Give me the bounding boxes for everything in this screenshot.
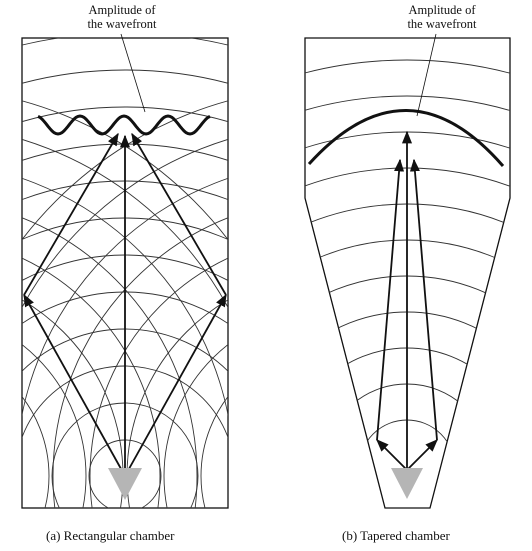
- rectangular-reflected-arc-right: [89, 257, 228, 508]
- panel-a-annotation-line-1: Amplitude of: [88, 3, 156, 17]
- rectangular-reflected-arc-left: [22, 217, 198, 508]
- rectangular-ray-left-back: [23, 132, 119, 296]
- tapered-ray-left-back: [376, 158, 405, 441]
- tapered-wavefront-amplitude-curve: [307, 109, 505, 167]
- tapered-wavefront-arc: [305, 311, 510, 508]
- rectangular-reflected-arc-left: [22, 139, 228, 309]
- rectangular-ray-left-out: [23, 293, 126, 477]
- rectangular-wavefront-arc: [22, 38, 228, 46]
- rectangular-reflected-arc-right: [22, 139, 228, 309]
- rectangular-reflected-arc-right: [126, 299, 228, 508]
- rectangular-wavefront-arc: [22, 69, 228, 84]
- panel-b-annotation-line-2: the wavefront: [407, 17, 477, 31]
- panel-a-caption: (a) Rectangular chamber: [46, 528, 175, 543]
- tapered-chamber-outline: [304, 37, 511, 509]
- rectangular-reflected-arc-left: [22, 343, 87, 508]
- rectangular-chamber-outline: [21, 37, 229, 509]
- tapered-ray-right-back: [409, 158, 438, 441]
- rectangular-ray-right-back: [131, 132, 227, 296]
- rectangular-reflected-arc-left: [22, 395, 50, 508]
- tapered-wavefront-arc: [305, 59, 510, 508]
- rectangular-wavefront-arc: [22, 106, 228, 123]
- tapered-ray-right-out: [406, 439, 438, 471]
- rectangular-annotation-leader: [120, 33, 146, 113]
- rectangular-ray-right-out: [124, 293, 227, 477]
- tapered-wavefront-arc: [305, 38, 510, 508]
- panel-a-annotation-line-2: the wavefront: [87, 17, 157, 31]
- tapered-wavefront-arc: [305, 275, 510, 508]
- panel-b-annotation-line-1: Amplitude of: [408, 3, 476, 17]
- rectangular-wavefront-arc: [22, 254, 228, 282]
- rectangular-reflected-arc-right: [200, 395, 228, 508]
- rectangular-wavefront-amplitude-curve: [37, 114, 211, 136]
- tapered-wavefront-arc: [305, 203, 510, 508]
- rectangular-reflected-arc-left: [22, 299, 124, 508]
- rectangular-source-triangle: [108, 468, 142, 500]
- panel-b-annotation: Amplitude of the wavefront: [382, 3, 502, 31]
- panel-b-caption: (b) Tapered chamber: [342, 528, 450, 543]
- rectangular-reflected-arc-right: [163, 343, 228, 508]
- panel-a-annotation: Amplitude of the wavefront: [62, 3, 182, 31]
- tapered-ray-left-out: [376, 439, 408, 471]
- rectangular-reflected-arc-left: [22, 100, 228, 241]
- tapered-source-triangle: [391, 468, 423, 499]
- rectangular-reflected-arc-left: [22, 257, 161, 508]
- tapered-wavefront-arc: [305, 131, 510, 508]
- tapered-wavefront-arc: [305, 95, 510, 508]
- tapered-annotation-leader: [416, 33, 437, 117]
- rectangular-reflected-arc-right: [52, 217, 228, 508]
